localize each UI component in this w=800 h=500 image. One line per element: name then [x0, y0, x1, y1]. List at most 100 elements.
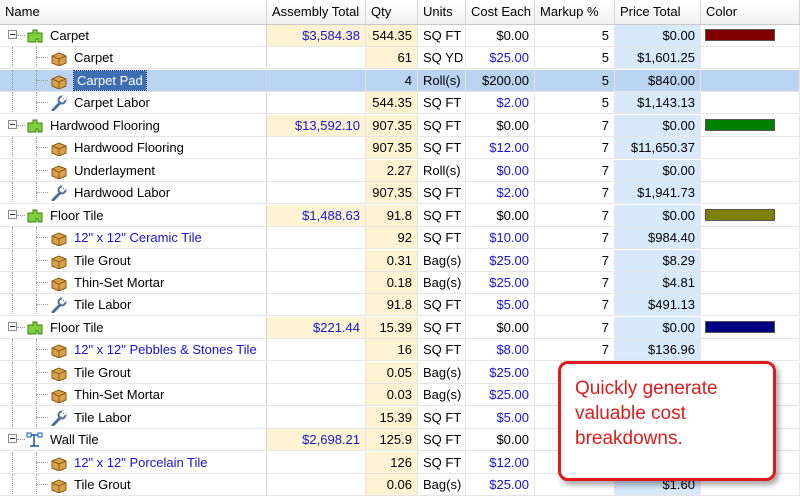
color-cell[interactable] [701, 92, 800, 114]
units-cell[interactable]: Bag(s) [418, 474, 466, 496]
cost-each-cell[interactable]: $25.00 [466, 474, 535, 496]
color-cell[interactable] [701, 47, 800, 69]
cost-each-cell[interactable]: $0.00 [466, 429, 535, 451]
color-cell[interactable] [701, 25, 800, 47]
name-cell[interactable]: 12" x 12" Pebbles & Stones Tile [0, 339, 267, 361]
name-cell[interactable]: Thin-Set Mortar [0, 272, 267, 294]
item-row[interactable]: Tile Labor 91.8 SQ FT $5.00 7 $491.13 [0, 294, 800, 316]
qty-cell[interactable]: 0.03 [366, 384, 418, 406]
qty-cell[interactable]: 907.35 [366, 182, 418, 204]
price-total-cell[interactable]: $0.00 [615, 25, 701, 47]
assembly-total-cell[interactable] [267, 137, 366, 159]
color-cell[interactable] [701, 227, 800, 249]
assembly-total-cell[interactable] [267, 339, 366, 361]
collapse-toggle-icon[interactable] [8, 210, 17, 219]
cost-each-cell[interactable]: $2.00 [466, 182, 535, 204]
markup-cell[interactable]: 5 [535, 70, 615, 92]
units-cell[interactable]: SQ FT [418, 115, 466, 137]
color-swatch[interactable] [705, 209, 775, 221]
name-cell[interactable]: 12" x 12" Porcelain Tile [0, 452, 267, 474]
markup-cell[interactable]: 7 [535, 115, 615, 137]
color-cell[interactable] [701, 182, 800, 204]
assembly-total-cell[interactable]: $221.44 [267, 317, 366, 339]
assembly-total-cell[interactable] [267, 474, 366, 496]
assembly-total-cell[interactable] [267, 92, 366, 114]
markup-cell[interactable]: 7 [535, 137, 615, 159]
color-cell[interactable] [701, 115, 800, 137]
qty-cell[interactable]: 907.35 [366, 137, 418, 159]
qty-cell[interactable]: 91.8 [366, 294, 418, 316]
name-cell[interactable]: Hardwood Flooring [0, 137, 267, 159]
item-row[interactable]: 12" x 12" Pebbles & Stones Tile 16 SQ FT $8… [0, 339, 800, 361]
item-row[interactable]: Tile Grout 0.31 Bag(s) $25.00 7 $8.29 [0, 250, 800, 272]
markup-cell[interactable]: 7 [535, 339, 615, 361]
color-cell[interactable] [701, 294, 800, 316]
qty-cell[interactable]: 0.18 [366, 272, 418, 294]
assembly-total-cell[interactable]: $13,592.10 [267, 115, 366, 137]
cost-each-cell[interactable]: $10.00 [466, 227, 535, 249]
cost-each-cell[interactable]: $5.00 [466, 294, 535, 316]
cost-each-cell[interactable]: $5.00 [466, 407, 535, 429]
cost-each-cell[interactable]: $12.00 [466, 137, 535, 159]
collapse-toggle-icon[interactable] [8, 434, 17, 443]
price-total-cell[interactable]: $0.00 [615, 160, 701, 182]
color-cell[interactable] [701, 160, 800, 182]
cost-each-cell[interactable]: $2.00 [466, 92, 535, 114]
collapse-toggle-icon[interactable] [8, 120, 17, 129]
cost-each-cell[interactable]: $8.00 [466, 339, 535, 361]
color-cell[interactable] [701, 70, 800, 92]
color-cell[interactable] [701, 339, 800, 361]
name-cell[interactable]: Carpet [0, 47, 267, 69]
markup-cell[interactable]: 7 [535, 160, 615, 182]
qty-cell[interactable]: 544.35 [366, 92, 418, 114]
qty-cell[interactable]: 91.8 [366, 205, 418, 227]
units-cell[interactable]: SQ YD [418, 47, 466, 69]
price-total-cell[interactable]: $840.00 [615, 70, 701, 92]
cost-each-cell[interactable]: $25.00 [466, 272, 535, 294]
assembly-row[interactable]: Floor Tile $1,488.63 91.8 SQ FT $0.00 7 $0.00 [0, 205, 800, 227]
cost-each-cell[interactable]: $25.00 [466, 250, 535, 272]
assembly-row[interactable]: Hardwood Flooring $13,592.10 907.35 SQ FT $0… [0, 115, 800, 137]
price-total-cell[interactable]: $4.81 [615, 272, 701, 294]
color-cell[interactable] [701, 317, 800, 339]
name-cell[interactable]: Tile Grout [0, 362, 267, 384]
name-cell[interactable]: Tile Labor [0, 407, 267, 429]
qty-cell[interactable]: 126 [366, 452, 418, 474]
units-cell[interactable]: SQ FT [418, 407, 466, 429]
markup-cell[interactable]: 7 [535, 205, 615, 227]
units-cell[interactable]: Bag(s) [418, 250, 466, 272]
color-cell[interactable] [701, 250, 800, 272]
cost-each-cell[interactable]: $12.00 [466, 452, 535, 474]
units-cell[interactable]: SQ FT [418, 92, 466, 114]
column-header-units[interactable]: Units [418, 0, 466, 24]
column-header-assembly-total[interactable]: Assembly Total [267, 0, 366, 24]
price-total-cell[interactable]: $491.13 [615, 294, 701, 316]
assembly-row[interactable]: Floor Tile $221.44 15.39 SQ FT $0.00 7 $0.00 [0, 317, 800, 339]
cost-each-cell[interactable]: $25.00 [466, 384, 535, 406]
price-total-cell[interactable]: $1,143.13 [615, 92, 701, 114]
units-cell[interactable]: SQ FT [418, 25, 466, 47]
qty-cell[interactable]: 907.35 [366, 115, 418, 137]
assembly-total-cell[interactable]: $3,584.38 [267, 25, 366, 47]
cost-each-cell[interactable]: $0.00 [466, 317, 535, 339]
assembly-total-cell[interactable] [267, 452, 366, 474]
name-cell[interactable]: Tile Labor [0, 294, 267, 316]
units-cell[interactable]: SQ FT [418, 182, 466, 204]
assembly-total-cell[interactable] [267, 407, 366, 429]
price-total-cell[interactable]: $11,650.37 [615, 137, 701, 159]
markup-cell[interactable] [535, 474, 615, 496]
markup-cell[interactable]: 7 [535, 272, 615, 294]
assembly-total-cell[interactable] [267, 362, 366, 384]
qty-cell[interactable]: 125.9 [366, 429, 418, 451]
column-header-color[interactable]: Color [701, 0, 800, 24]
qty-cell[interactable]: 16 [366, 339, 418, 361]
qty-cell[interactable]: 0.31 [366, 250, 418, 272]
assembly-total-cell[interactable] [267, 70, 366, 92]
markup-cell[interactable]: 5 [535, 47, 615, 69]
qty-cell[interactable]: 92 [366, 227, 418, 249]
price-total-cell[interactable]: $0.00 [615, 115, 701, 137]
price-total-cell[interactable]: $1,941.73 [615, 182, 701, 204]
name-cell[interactable]: Floor Tile [0, 205, 267, 227]
column-header-qty[interactable]: Qty [366, 0, 418, 24]
name-cell[interactable]: Tile Grout [0, 474, 267, 496]
